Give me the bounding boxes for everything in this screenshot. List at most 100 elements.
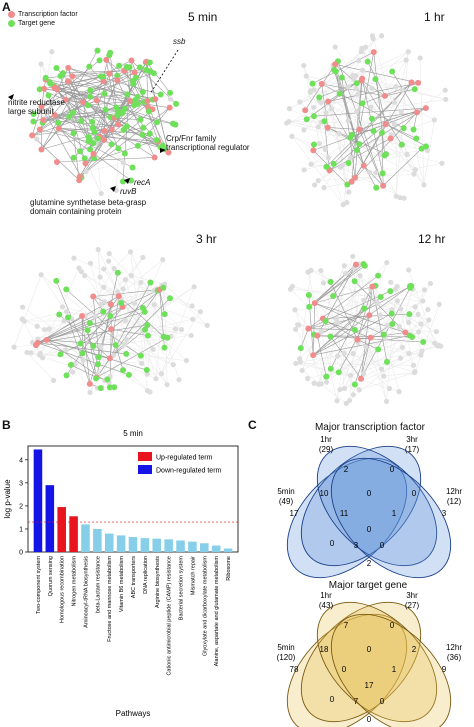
bar	[34, 449, 43, 552]
target-gene-node	[70, 110, 76, 116]
inactive-node	[392, 121, 397, 126]
inactive-node	[413, 304, 418, 309]
transcription-factor-node	[132, 70, 138, 76]
inactive-node	[346, 84, 351, 89]
inactive-node	[47, 326, 52, 331]
venn-region-count: 17	[290, 509, 299, 518]
x-axis-label: Pathways	[116, 709, 151, 718]
legend-label: Down-regulated term	[156, 468, 222, 475]
inactive-node	[359, 49, 364, 54]
venn-region-count: 1	[392, 509, 397, 518]
target-gene-node	[406, 311, 412, 317]
x-tick-label: Two-component system	[36, 556, 42, 614]
inactive-node	[51, 378, 56, 383]
faded-edge	[424, 120, 435, 185]
venn-set-label: (43)	[319, 601, 334, 610]
target-gene-node	[109, 141, 115, 147]
target-gene-node	[96, 354, 102, 360]
inactive-node	[321, 280, 326, 285]
inactive-node	[22, 319, 27, 324]
target-gene-node	[95, 361, 101, 367]
transcription-factor-node	[69, 73, 75, 79]
target-gene-node	[304, 116, 310, 122]
faded-edge	[165, 284, 208, 325]
inactive-node	[39, 272, 44, 277]
inactive-node	[153, 376, 158, 381]
transcription-factor-node	[383, 121, 389, 127]
transcription-factor-node	[108, 301, 114, 307]
target-gene-node	[135, 143, 141, 149]
transcription-factor-node	[325, 98, 331, 104]
inactive-node	[323, 110, 328, 115]
bar	[200, 543, 209, 552]
transcription-factor-node	[408, 79, 414, 85]
inactive-node	[96, 247, 101, 252]
transcription-factor-node	[371, 49, 377, 55]
inactive-node	[301, 63, 306, 68]
chart-title: 5 min	[123, 429, 143, 438]
inactive-node	[20, 305, 25, 310]
target-gene-node	[384, 359, 390, 365]
venn-region-count: 17	[365, 681, 374, 690]
venn-set-label: (12)	[447, 497, 462, 506]
inactive-node	[11, 345, 16, 350]
inactive-node	[411, 363, 416, 368]
inactive-node	[63, 347, 68, 352]
transcription-factor-node	[40, 117, 46, 123]
target-gene-node	[145, 333, 151, 339]
inactive-node	[374, 300, 379, 305]
inactive-node	[356, 58, 361, 63]
target-gene-node	[354, 147, 360, 153]
venn-region-count: 0	[367, 489, 372, 498]
target-gene-node	[55, 120, 61, 126]
inactive-node	[378, 313, 383, 318]
target-gene-node	[100, 309, 106, 315]
inactive-node	[337, 131, 342, 136]
target-gene-node	[409, 334, 415, 340]
target-gene-node	[130, 164, 136, 170]
target-gene-node	[336, 369, 342, 375]
target-gene-node	[87, 146, 93, 152]
target-gene-node	[330, 293, 336, 299]
inactive-node	[323, 147, 328, 152]
target-gene-node	[323, 318, 329, 324]
inactive-node	[400, 345, 405, 350]
target-gene-node	[361, 261, 367, 267]
inactive-node	[434, 329, 439, 334]
target-gene-node	[412, 86, 418, 92]
venn-region-count: 0	[330, 539, 335, 548]
inactive-node	[387, 386, 392, 391]
inactive-node	[120, 286, 125, 291]
inactive-node	[397, 389, 402, 394]
venn-region-count: 3	[442, 509, 447, 518]
inactive-node	[160, 257, 165, 262]
transcription-factor-node	[305, 326, 311, 332]
inactive-node	[168, 96, 173, 101]
inactive-node	[379, 367, 384, 372]
x-tick-label: Vitamin B6 metabolism	[119, 556, 125, 613]
inactive-node	[159, 371, 164, 376]
target-gene-node	[124, 64, 130, 70]
transcription-factor-node	[402, 329, 408, 335]
venn-region-count: 7	[354, 697, 359, 706]
legend-label-tf: Transcription factor	[18, 11, 78, 18]
network-1hr	[272, 22, 472, 222]
venn-set-label: 5min	[277, 487, 294, 496]
faded-edge	[289, 52, 408, 109]
target-gene-node	[339, 75, 345, 81]
transcription-factor-node	[94, 98, 100, 104]
inactive-node	[333, 44, 338, 49]
inactive-node	[419, 349, 424, 354]
venn-region-count: 7	[344, 621, 349, 630]
inactive-node	[82, 273, 87, 278]
legend-swatch	[138, 452, 152, 461]
target-gene-node	[419, 146, 425, 152]
target-gene-node	[349, 132, 355, 138]
target-gene-node	[337, 91, 343, 97]
target-gene-node	[147, 280, 153, 286]
target-gene-node	[372, 76, 378, 82]
venn-region-count: 0	[342, 665, 347, 674]
network-edge	[301, 329, 309, 348]
inactive-node	[432, 117, 437, 122]
